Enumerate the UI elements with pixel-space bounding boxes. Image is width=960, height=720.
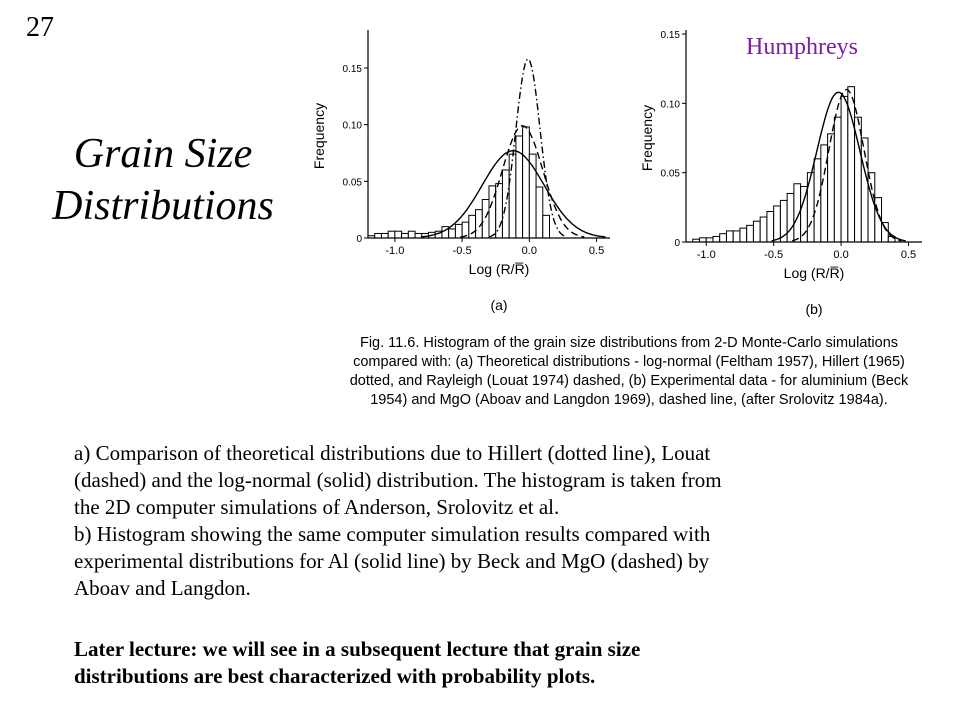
caption-line: compared with: (a) Theoretical distribut…	[353, 354, 905, 370]
y-tick-label: 0.15	[661, 30, 681, 41]
histogram-bar	[481, 198, 490, 239]
histogram-bar	[881, 222, 889, 243]
histogram-bar	[508, 153, 517, 239]
histogram-bar	[705, 237, 714, 243]
body-line: the 2D computer simulations of Anderson,…	[74, 495, 560, 519]
slide-title: Grain Size Distributions	[28, 128, 298, 232]
histogram-a: -1.0 -0.5 0.0 0.5 0 0.05 0.10 0.15 Log (R/R̅) Fre…	[311, 30, 610, 313]
histogram-bar	[766, 210, 775, 243]
y-tick-label: 0	[674, 238, 680, 249]
histogram-bar	[535, 186, 544, 239]
y-axis-label: Frequency	[311, 103, 327, 169]
title-line-2: Distributions	[52, 183, 274, 229]
x-tick-label: 0.0	[833, 249, 848, 261]
caption-line: 1954) and MgO (Aboav and Langdon 1969), …	[370, 392, 888, 408]
histogram-bar	[732, 230, 741, 243]
histogram-bar	[719, 233, 727, 243]
panel-label: (a)	[490, 297, 507, 313]
histogram-bar	[833, 116, 842, 243]
histogram-bar	[786, 192, 795, 243]
histogram-bar	[712, 235, 721, 243]
histogram-bar	[725, 230, 734, 243]
body-line: (dashed) and the log-normal (solid) dist…	[74, 468, 722, 492]
histogram-bar	[414, 232, 423, 239]
body-line: a) Comparison of theoretical distributio…	[74, 441, 711, 465]
body-line: experimental distributions for Al (solid…	[74, 549, 710, 573]
x-tick-label: 0.5	[901, 249, 916, 261]
y-tick-label: 0.10	[343, 121, 363, 132]
histogram-bar	[867, 172, 876, 243]
x-tick-label: -0.5	[453, 245, 472, 257]
y-tick-label: 0.05	[661, 169, 681, 180]
caption-line: dotted, and Rayleigh (Louat 1974) dashed…	[349, 373, 909, 389]
note-line: Later lecture: we will see in a subseque…	[74, 637, 641, 661]
histogram-bar	[752, 220, 761, 243]
histogram-bar	[759, 216, 768, 243]
x-axis-label: Log (R/R̅)	[784, 265, 845, 281]
slide-number: 27	[26, 12, 54, 43]
title-line-1: Grain Size	[73, 131, 253, 177]
y-tick-label: 0	[356, 234, 362, 245]
histogram-bar	[495, 183, 503, 239]
x-tick-label: -1.0	[697, 249, 716, 261]
panel-label: (b)	[805, 301, 822, 317]
x-tick-label: -1.0	[385, 245, 404, 257]
body-text: a) Comparison of theoretical distributio…	[74, 440, 934, 688]
histogram-bar	[407, 230, 416, 239]
histogram-bar	[454, 223, 463, 239]
histogram-bar	[522, 126, 530, 239]
x-axis-label: Log (R/R̅)	[469, 261, 530, 277]
histogram-bar	[374, 232, 382, 239]
body-line: b) Histogram showing the same computer s…	[74, 522, 711, 546]
x-tick-label: 0.5	[589, 245, 604, 257]
histogram-bar	[542, 214, 550, 239]
histogram-bar	[739, 227, 748, 243]
y-tick-label: 0.05	[343, 177, 363, 188]
histogram-bar	[394, 230, 403, 239]
histogram-bar	[501, 169, 510, 239]
description: a) Comparison of theoretical distributio…	[74, 440, 934, 602]
histogram-bar	[401, 232, 409, 239]
histogram-bar	[840, 95, 849, 243]
distribution-curve	[792, 88, 902, 242]
lecture-note: Later lecture: we will see in a subseque…	[74, 636, 640, 690]
distribution-curve	[460, 125, 585, 238]
histogram-bar	[746, 224, 754, 243]
histogram-bar	[773, 205, 781, 243]
histogram-bar	[468, 214, 477, 239]
histogram-bar	[387, 230, 396, 239]
x-tick-label: 0.0	[522, 245, 537, 257]
y-axis-label: Frequency	[639, 105, 655, 171]
author-credit: Humphreys	[746, 34, 858, 60]
histogram-bar	[698, 237, 707, 243]
y-tick-label: 0.15	[343, 64, 363, 75]
histogram-bar	[380, 232, 389, 239]
figure-caption: Fig. 11.6. Histogram of the grain size d…	[304, 334, 954, 410]
histogram-bar	[448, 228, 456, 239]
y-tick-label: 0.10	[661, 99, 681, 110]
caption-line: Fig. 11.6. Histogram of the grain size d…	[359, 335, 899, 351]
body-line: Aboav and Langdon.	[74, 576, 251, 600]
histogram-bar	[813, 158, 822, 243]
x-tick-label: -0.5	[764, 249, 783, 261]
histogram-b: -1.0 -0.5 0.0 0.5 0 0.05 0.10 0.15 Log (R/R̅) Fre…	[639, 30, 922, 317]
note-line: distributions are best characterized wit…	[74, 664, 596, 688]
